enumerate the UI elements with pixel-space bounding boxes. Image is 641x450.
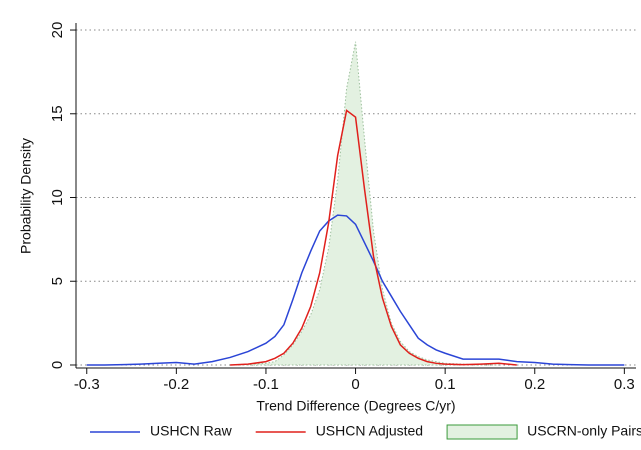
y-axis-label: Probability Density <box>18 138 34 254</box>
line <box>86 214 625 366</box>
line <box>230 109 517 366</box>
x-tick-label: 0.3 <box>614 376 635 393</box>
legend-label: USHCN Raw <box>150 423 233 439</box>
x-tick-label: 0 <box>351 376 359 393</box>
y-tick-label: 15 <box>49 105 66 122</box>
x-tick-label: -0.2 <box>163 376 189 393</box>
x-tick-label: -0.3 <box>74 376 100 393</box>
y-tick-label: 20 <box>49 22 66 39</box>
x-tick-label: 0.2 <box>524 376 545 393</box>
y-tick-label: 5 <box>49 277 66 285</box>
y-tick-label: 0 <box>49 361 66 369</box>
legend-swatch <box>446 424 518 440</box>
y-tick-label: 10 <box>49 189 66 206</box>
legend-label: USHCN Adjusted <box>316 423 423 439</box>
legend-label: USCRN-only Pairs <box>527 423 641 439</box>
x-tick-label: 0.1 <box>435 376 456 393</box>
area <box>230 41 499 366</box>
x-tick-label: -0.1 <box>253 376 279 393</box>
x-axis-label: Trend Difference (Degrees C/yr) <box>256 398 455 414</box>
